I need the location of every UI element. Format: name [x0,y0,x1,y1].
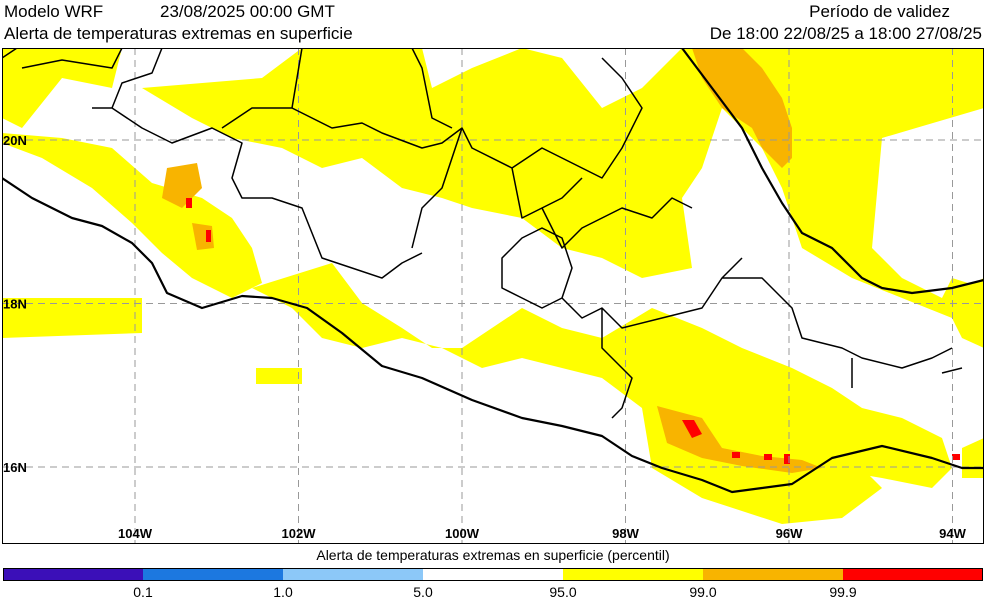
map-panel: 20N 18N 16N 104W 102W 100W 98W 96W 94W [2,48,984,544]
longitude-label: 100W [445,526,480,541]
validity-label: Período de validez [809,2,950,21]
longitude-label: 104W [118,526,153,541]
latitude-label: 18N [3,297,27,312]
colorbar-tick-label: 5.0 [413,584,433,600]
colorbar-title: Alerta de temperaturas extremas en super… [316,547,670,563]
state-borders [2,48,963,419]
validity-range: De 18:00 22/08/25 a 18:00 27/08/25 [709,24,982,43]
run-datetime: 23/08/2025 00:00 GMT [160,2,335,21]
colorbar-tick-label: 95.0 [549,584,577,600]
alert-area-99.9 [186,198,960,464]
colorbar-tick-label: 1.0 [273,584,293,600]
latitude-labels: 20N 18N 16N [3,133,27,475]
colorbar-segment [843,568,983,581]
longitude-label: 98W [612,526,639,541]
latitude-label: 20N [3,133,27,148]
colorbar-segment [423,568,563,581]
coastline-borders [2,48,984,494]
colorbar-segment [143,568,283,581]
latitude-label: 16N [3,460,27,475]
alert-area-95-99 [2,48,984,524]
colorbar-segment [563,568,703,581]
longitude-labels: 104W 102W 100W 98W 96W 94W [118,526,967,541]
longitude-label: 96W [776,526,803,541]
colorbar-tick-label: 99.0 [689,584,717,600]
gulf-coastline [681,48,984,295]
model-name: Modelo WRF [4,2,104,21]
pacific-coastline [2,177,984,494]
longitude-label: 94W [939,526,966,541]
colorbar-tick-label: 0.1 [133,584,153,600]
map-border [2,48,984,544]
colorbar-segment [703,568,843,581]
colorbar-segment [3,568,143,581]
colorbar-segment [283,568,423,581]
alert-area-99-99.9 [162,48,822,473]
longitude-label: 102W [282,526,317,541]
colorbar-tick-label: 99.9 [829,584,857,600]
map-title: Alerta de temperaturas extremas en super… [4,24,353,43]
graticule [2,48,984,544]
